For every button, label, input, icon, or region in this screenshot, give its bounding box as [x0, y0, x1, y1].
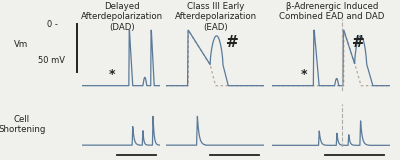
Text: #: # — [352, 35, 364, 50]
Text: Vm: Vm — [14, 40, 28, 49]
Text: Cell
Shortening: Cell Shortening — [0, 115, 46, 135]
Text: Delayed
Afterdepolarization
(DAD): Delayed Afterdepolarization (DAD) — [81, 2, 163, 32]
Text: *: * — [108, 68, 115, 81]
Text: Class III Early
Afterdepolarization
(EAD): Class III Early Afterdepolarization (EAD… — [175, 2, 257, 32]
Text: β-Adrenergic Induced
Combined EAD and DAD: β-Adrenergic Induced Combined EAD and DA… — [279, 2, 385, 21]
Text: *: * — [301, 68, 307, 81]
Text: #: # — [226, 35, 239, 50]
Text: 0 -: 0 - — [47, 20, 58, 29]
Text: 50 mV: 50 mV — [38, 56, 65, 65]
